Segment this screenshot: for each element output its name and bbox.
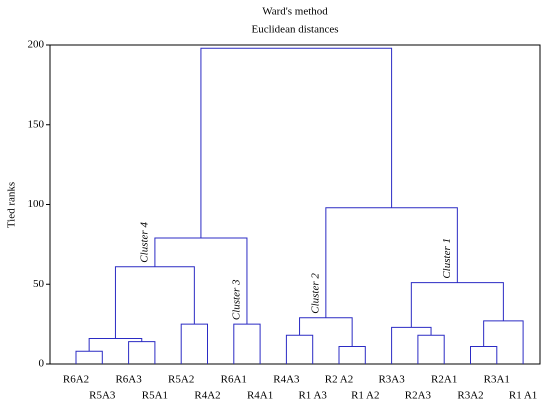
y-tick-label: 100 bbox=[28, 198, 45, 210]
dendrogram-link bbox=[88, 337, 143, 352]
dendrogram-link bbox=[391, 326, 432, 364]
chart-title: Ward's method bbox=[262, 6, 328, 18]
dendrogram-link bbox=[470, 345, 498, 364]
y-tick-label: 200 bbox=[28, 39, 45, 51]
leaf-label: R5A1 bbox=[142, 390, 168, 402]
leaf-label: R5A2 bbox=[168, 374, 194, 386]
cluster-label: Cluster 2 bbox=[309, 273, 321, 314]
dendrogram-link bbox=[338, 345, 366, 364]
cluster-label: Cluster 4 bbox=[138, 222, 150, 263]
dendrogram-link bbox=[325, 207, 458, 318]
chart-subtitle: Euclidean distances bbox=[251, 24, 338, 36]
leaf-label: R3A1 bbox=[484, 374, 510, 386]
dendrogram-link bbox=[299, 317, 353, 347]
y-tick-label: 150 bbox=[28, 118, 45, 130]
dendrogram-link bbox=[75, 350, 103, 364]
leaf-label: R1 A2 bbox=[351, 390, 379, 402]
cluster-label: Cluster 1 bbox=[441, 238, 453, 279]
leaf-label: R6A2 bbox=[63, 374, 89, 386]
dendrogram-link bbox=[483, 320, 524, 364]
dendrogram-link bbox=[114, 266, 195, 339]
y-tick-label: 0 bbox=[39, 358, 45, 370]
dendrogram-link bbox=[417, 334, 445, 364]
leaf-label: R3A2 bbox=[457, 390, 483, 402]
leaf-label: R4A1 bbox=[247, 390, 273, 402]
leaf-label: R1 A3 bbox=[298, 390, 327, 402]
cluster-label: Cluster 3 bbox=[230, 279, 242, 320]
leaf-label: R2 A2 bbox=[325, 374, 353, 386]
leaf-label: R2A3 bbox=[405, 390, 432, 402]
dendrogram-link bbox=[180, 323, 208, 364]
leaf-label: R4A2 bbox=[194, 390, 220, 402]
dendrogram-link bbox=[233, 323, 261, 364]
leaf-label: R6A3 bbox=[115, 374, 142, 386]
leaf-label: R4A3 bbox=[273, 374, 300, 386]
leaf-label: R2A1 bbox=[431, 374, 457, 386]
dendrogram-link bbox=[128, 341, 156, 364]
leaf-label: R1 A1 bbox=[509, 390, 537, 402]
dendrogram-link bbox=[285, 334, 314, 364]
dendrogram-link bbox=[200, 47, 393, 238]
leaf-label: R3A3 bbox=[378, 374, 405, 386]
y-tick-label: 50 bbox=[33, 278, 45, 290]
y-axis-label: Tied ranks bbox=[6, 182, 18, 228]
leaf-label: R6A1 bbox=[221, 374, 247, 386]
plot-frame bbox=[49, 44, 541, 365]
leaf-label: R5A3 bbox=[89, 390, 116, 402]
